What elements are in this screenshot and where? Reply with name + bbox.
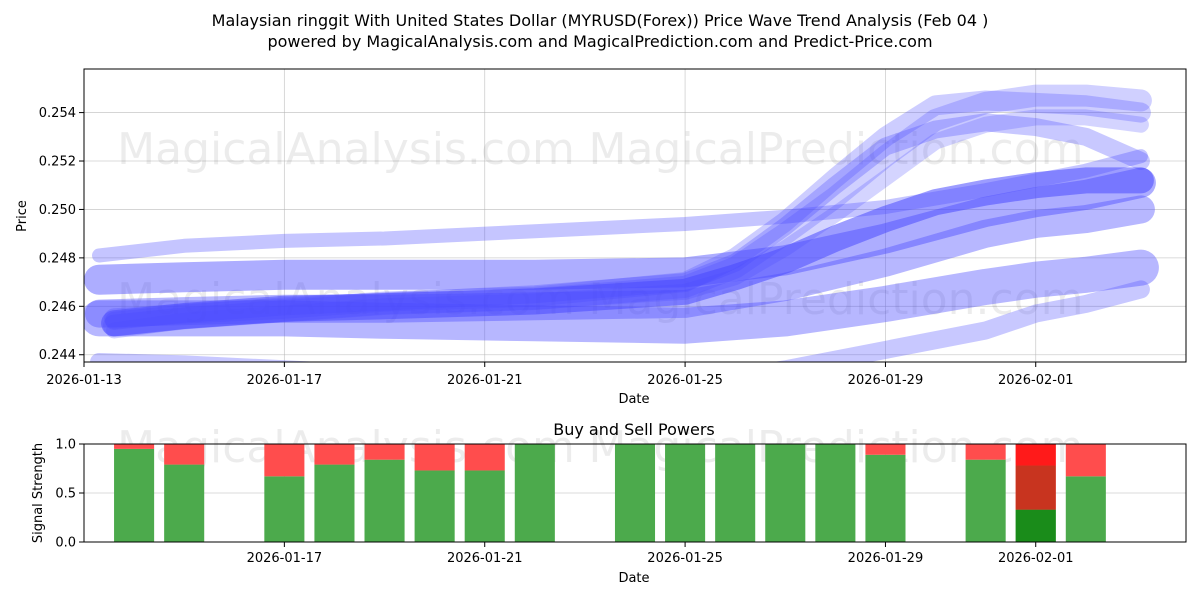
price-y-tick-label: 0.254	[39, 106, 76, 121]
signal-x-tick-label: 2026-01-25	[647, 551, 723, 566]
sell-power-bar-overlap	[1015, 465, 1056, 510]
price-y-tick-label: 0.246	[39, 300, 76, 315]
sell-power-bar	[414, 444, 455, 471]
price-wave-line	[106, 109, 1149, 339]
sell-power-bar	[364, 444, 405, 460]
signal-x-tick-label: 2026-01-17	[247, 551, 323, 566]
price-y-tick-label: 0.250	[39, 203, 76, 218]
buy-power-bar	[514, 444, 555, 542]
sell-power-bar	[314, 444, 355, 465]
price-wave-line	[90, 280, 1150, 362]
sell-power-bar	[114, 444, 155, 449]
price-y-axis-label: Price	[15, 200, 30, 232]
watermark-prediction-top: MagicalPrediction.com	[589, 124, 1084, 175]
sell-power-bar	[464, 444, 505, 471]
price-y-tick-label: 0.248	[39, 251, 76, 266]
price-x-tick-label: 2026-01-21	[447, 373, 523, 388]
price-x-tick-label: 2026-01-29	[848, 373, 924, 388]
buy-power-bar	[414, 470, 455, 542]
sell-power-bar	[965, 444, 1006, 460]
buy-power-bar	[364, 459, 405, 542]
buy-power-bar	[614, 444, 656, 542]
watermark-analysis-top: MagicalAnalysis.com	[117, 124, 575, 175]
signal-watermarks: MagicalAnalysis.com MagicalPrediction.co…	[117, 422, 1083, 473]
buy-power-bar-strong	[1015, 509, 1056, 542]
price-wave-line	[104, 90, 1151, 329]
buy-power-bar	[865, 454, 906, 542]
price-axes: 2026-01-13 2026-01-17 2026-01-21 2026-01-25…	[39, 106, 1074, 388]
buy-power-bar	[464, 470, 505, 542]
signal-x-tick-label: 2026-01-21	[447, 551, 523, 566]
buy-power-bar	[665, 444, 706, 542]
sell-power-bar-strong	[1015, 444, 1056, 466]
buy-sell-title: Buy and Sell Powers	[553, 420, 715, 439]
signal-bars	[114, 444, 1106, 542]
price-wave-line	[101, 167, 1154, 337]
price-plot-frame	[83, 68, 1187, 363]
price-x-tick-label: 2026-01-13	[46, 373, 122, 388]
signal-x-tick-label: 2026-01-29	[848, 551, 924, 566]
buy-power-bar	[965, 459, 1006, 542]
price-x-axis-label: Date	[618, 392, 649, 407]
price-x-tick-label: 2026-01-17	[247, 373, 323, 388]
buy-sell-powers-chart: Buy and Sell Powers MagicalAnalysis.com …	[31, 420, 1187, 586]
signal-x-tick-label: 2026-02-01	[998, 551, 1074, 566]
sell-power-bar	[865, 444, 906, 455]
price-wave-line	[105, 113, 1150, 330]
sell-power-bar	[1065, 444, 1106, 477]
sell-power-bar	[264, 444, 305, 477]
price-y-tick-label: 0.252	[39, 155, 76, 170]
price-x-tick-label: 2026-01-25	[647, 373, 723, 388]
signal-y-axis-label: Signal Strength	[31, 443, 46, 543]
buy-power-bar	[264, 476, 305, 542]
chart-title-line1: Malaysian ringgit With United States Dol…	[212, 11, 989, 30]
buy-power-bar	[314, 464, 355, 542]
signal-y-tick-label: 0.0	[55, 536, 76, 551]
buy-power-bar	[164, 464, 205, 542]
signal-y-tick-label: 1.0	[55, 438, 76, 453]
price-y-tick-label: 0.244	[39, 348, 76, 363]
buy-power-bar	[765, 444, 806, 542]
signal-axes: 2026-01-17 2026-01-21 2026-01-25 2026-01-29…	[55, 438, 1073, 567]
signal-x-axis-label: Date	[618, 571, 649, 586]
sell-power-bar	[164, 444, 205, 465]
price-wave-chart: MagicalAnalysis.com MagicalPrediction.co…	[15, 68, 1187, 407]
price-wave-line	[103, 84, 1152, 337]
signal-y-tick-label: 0.5	[55, 487, 76, 502]
price-wave-series	[84, 84, 1159, 362]
buy-power-bar	[114, 448, 155, 542]
buy-power-bar	[1065, 476, 1106, 542]
buy-power-bar	[715, 444, 756, 542]
price-x-tick-label: 2026-02-01	[998, 373, 1074, 388]
chart-title-line2: powered by MagicalAnalysis.com and Magic…	[267, 32, 932, 51]
buy-power-bar	[815, 444, 856, 542]
